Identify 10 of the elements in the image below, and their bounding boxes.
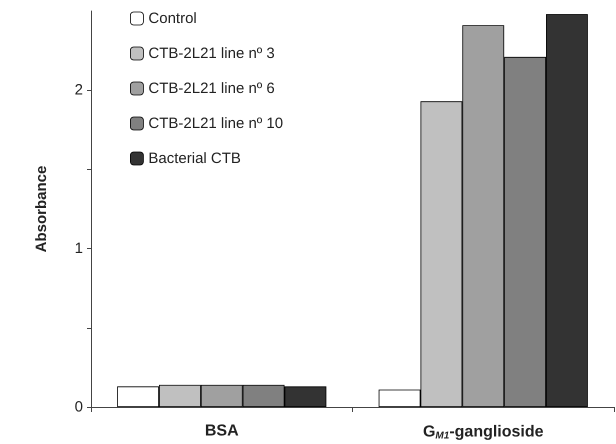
x-tick-label: BSA	[204, 422, 240, 440]
legend-label: CTB-2L21 line nº 6	[148, 80, 275, 97]
y-tick-label: 1	[74, 240, 83, 258]
legend-label: Bacterial CTB	[148, 150, 241, 167]
y-tick-label: 0	[74, 398, 83, 416]
legend-label: CTB-2L21 line nº 3	[148, 45, 275, 62]
legend-label: Control	[148, 10, 197, 27]
legend-label: CTB-2L21 line nº 10	[148, 115, 284, 132]
y-axis-title: Absorbance	[33, 166, 50, 252]
y-tick-label: 2	[74, 82, 83, 99]
